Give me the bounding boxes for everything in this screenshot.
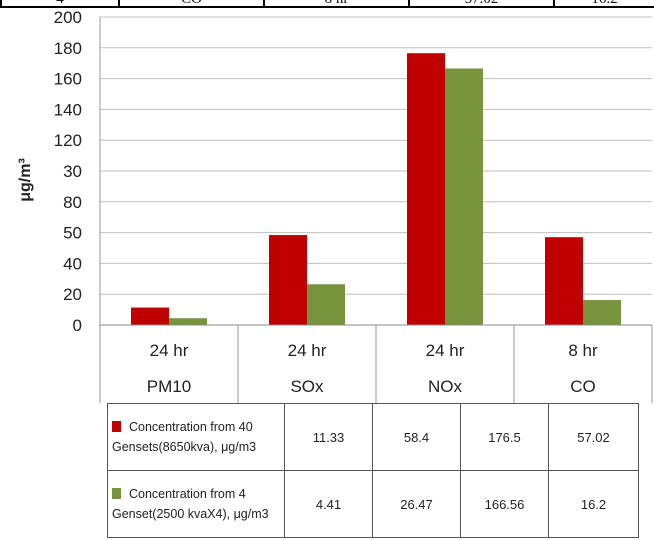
bar-nox-series-2	[445, 68, 483, 326]
top-cell-value-1: 57.02	[408, 0, 553, 8]
y-tick-label: 80	[63, 193, 82, 212]
y-tick-label: 140	[54, 100, 82, 119]
x-tick-period: 24 hr	[150, 341, 189, 360]
bar-sox-series-1	[269, 235, 307, 325]
y-tick-label: 50	[63, 224, 82, 243]
y-tick-label: 120	[54, 131, 82, 150]
y-axis-label: μg/m³	[17, 158, 34, 202]
x-tick-label: PM10	[147, 377, 191, 396]
table-cell-s2-nox: 166.56	[460, 470, 549, 538]
legend-swatch-green	[112, 488, 121, 499]
x-tick-period: 24 hr	[426, 341, 465, 360]
bars	[131, 53, 621, 326]
x-axis-categories: 24 hr PM10 24 hr SOx 24 hr NOx 8 hr CO	[99, 324, 653, 403]
table-cell-s1-nox: 176.5	[460, 403, 549, 471]
bar-pm10-series-1	[131, 307, 169, 325]
x-tick-period: 24 hr	[288, 341, 327, 360]
top-table-strip: 4 CO 8 hr 57.02 16.2	[0, 0, 654, 8]
top-cell-pollutant: CO	[118, 0, 263, 8]
y-axis-ticks: 0 20 40 50 80 30 120 140 160 180 200	[54, 8, 82, 335]
y-tick-label: 160	[54, 70, 82, 89]
x-tick-period: 8 hr	[568, 341, 598, 360]
data-table-row-series-2: Concentration from 4 Genset(2500 kvaX4),…	[107, 470, 639, 538]
bar-co-series-1	[545, 237, 583, 325]
top-cell-value-2-text: 16.2	[555, 0, 654, 8]
top-cell-value-2: 16.2	[553, 0, 654, 8]
legend-cell-series-2: Concentration from 4 Genset(2500 kvaX4),…	[107, 470, 285, 538]
y-tick-label: 0	[73, 316, 82, 335]
bar-sox-series-2	[307, 284, 345, 325]
data-table: Concentration from 40 Gensets(8650kva), …	[107, 403, 639, 538]
bar-pm10-series-2	[169, 318, 207, 325]
y-tick-label: 40	[63, 254, 82, 273]
data-table-row-series-1: Concentration from 40 Gensets(8650kva), …	[107, 403, 639, 471]
top-cell-pollutant-text: CO	[120, 0, 263, 8]
top-cell-period-text: 8 hr	[265, 0, 408, 8]
top-cell-index: 4	[0, 0, 118, 8]
legend-cell-series-1: Concentration from 40 Gensets(8650kva), …	[107, 403, 285, 471]
x-tick-label: SOx	[290, 377, 324, 396]
y-tick-label: 180	[54, 39, 82, 58]
legend-swatch-red	[112, 421, 121, 432]
table-cell-s1-sox: 58.4	[372, 403, 461, 471]
legend-label-series-1: Concentration from 40 Gensets(8650kva), …	[112, 420, 257, 454]
top-cell-period: 8 hr	[263, 0, 408, 8]
top-cell-value-1-text: 57.02	[410, 0, 553, 8]
bar-nox-series-1	[407, 53, 445, 325]
top-cell-index-text: 4	[2, 0, 118, 8]
legend-label-series-2: Concentration from 4 Genset(2500 kvaX4),…	[112, 487, 269, 521]
table-cell-s1-co: 57.02	[548, 403, 639, 471]
table-cell-s2-pm10: 4.41	[284, 470, 373, 538]
y-tick-label: 20	[63, 285, 82, 304]
x-tick-label: NOx	[428, 377, 463, 396]
y-tick-label: 200	[54, 8, 82, 27]
x-tick-label: CO	[570, 377, 596, 396]
y-tick-label: 30	[63, 162, 82, 181]
bar-co-series-2	[583, 300, 621, 325]
table-cell-s1-pm10: 11.33	[284, 403, 373, 471]
table-cell-s2-sox: 26.47	[372, 470, 461, 538]
table-cell-s2-co: 16.2	[548, 470, 639, 538]
